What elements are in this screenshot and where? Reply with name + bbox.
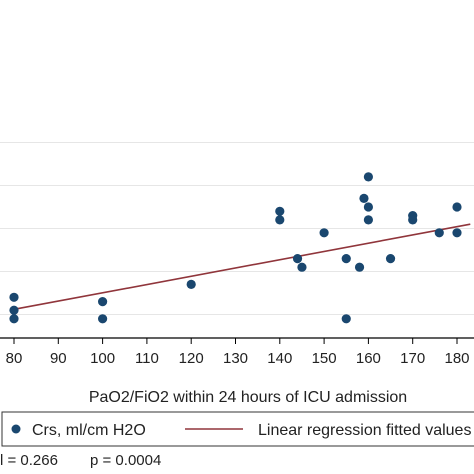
data-point <box>186 279 196 289</box>
data-point <box>408 215 418 225</box>
x-tick-label: 110 <box>135 350 159 367</box>
regression-line-group <box>13 223 471 311</box>
x-tick-label: 80 <box>6 350 23 367</box>
data-point <box>359 193 369 203</box>
x-tick-label: 180 <box>444 350 469 367</box>
x-tick-label: 90 <box>50 350 67 367</box>
data-point <box>363 172 373 182</box>
data-points <box>9 172 462 324</box>
legend: Crs, ml/cm H2O Linear regression fitted … <box>1 411 474 447</box>
data-point <box>297 262 307 272</box>
data-point <box>363 215 373 225</box>
data-point <box>98 297 108 307</box>
x-tick-label: 100 <box>90 350 115 367</box>
correlation-text: l = 0.266 <box>0 452 58 469</box>
data-point <box>319 228 329 238</box>
data-point <box>341 254 351 264</box>
data-point <box>363 202 373 212</box>
x-tick-label: 160 <box>356 350 381 367</box>
data-point <box>98 314 108 324</box>
data-point <box>452 202 462 212</box>
x-tick-label: 170 <box>400 350 425 367</box>
regression-line <box>13 223 471 311</box>
grid-lines <box>0 142 474 315</box>
data-point <box>275 206 285 216</box>
data-point <box>341 314 351 324</box>
x-tick-label: 130 <box>223 350 248 367</box>
x-axis-title: PaO2/FiO2 within 24 hours of ICU admissi… <box>89 389 407 406</box>
legend-label-regression: Linear regression fitted values <box>258 422 471 439</box>
data-point <box>9 305 19 315</box>
data-point <box>354 262 365 272</box>
data-point <box>452 228 462 238</box>
x-tick-label: 150 <box>312 350 337 367</box>
x-tick-label: 120 <box>179 350 204 367</box>
legend-marker-crs <box>11 424 21 434</box>
data-point <box>9 314 19 324</box>
data-point <box>434 228 444 238</box>
data-point <box>385 254 396 264</box>
x-tick-label: 140 <box>267 350 292 367</box>
x-axis-ticks: 80 90 100 110 120 130 140 150 160 170 180 <box>6 338 470 367</box>
data-point <box>275 215 285 225</box>
legend-label-crs: Crs, ml/cm H2O <box>32 422 146 439</box>
data-point <box>9 292 19 302</box>
p-value-text: p = 0.0004 <box>90 452 161 469</box>
data-point <box>292 254 303 264</box>
